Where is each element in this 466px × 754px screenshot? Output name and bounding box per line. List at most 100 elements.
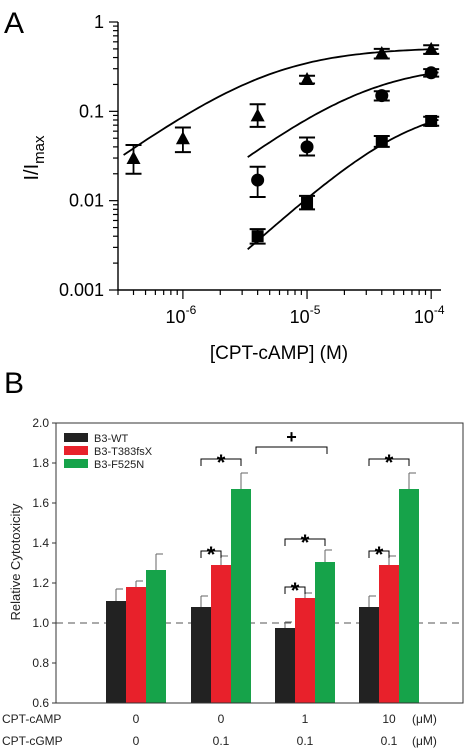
bar-B3-T383fsX bbox=[295, 598, 315, 703]
y-tick-label: 0.01 bbox=[69, 191, 104, 211]
panel-b-y-axis-label: Relative Cytotoxicity bbox=[8, 503, 23, 621]
panel-b-frame bbox=[55, 422, 464, 704]
y-tick-label: 1.6 bbox=[32, 496, 49, 510]
bar-B3-WT bbox=[106, 601, 126, 703]
bar-B3-T383fsX bbox=[211, 565, 231, 703]
condition-row-label: CPT-cGMP bbox=[2, 734, 63, 748]
significance-asterisk: * bbox=[301, 530, 310, 555]
y-tick-label: 1 bbox=[94, 12, 104, 32]
significance-asterisk: * bbox=[291, 578, 300, 603]
panel-a-y-label-main: I/I bbox=[21, 164, 43, 181]
x-tick-label: 10-5 bbox=[290, 303, 321, 327]
panel-a-axes bbox=[117, 22, 441, 291]
x-tick-base: 10 bbox=[166, 307, 186, 327]
y-tick-label: 1.2 bbox=[32, 576, 49, 590]
panel-a-x-ticks: 10-6 10-5 10-4 bbox=[117, 290, 445, 327]
bar-B3-WT bbox=[191, 607, 211, 703]
legend-label: B3-WT bbox=[94, 433, 129, 445]
x-tick-exponent: -5 bbox=[310, 303, 321, 317]
y-tick-label: 0.001 bbox=[59, 280, 104, 300]
panel-a-label: A bbox=[4, 7, 24, 40]
significance-asterisk: * bbox=[385, 450, 394, 475]
panel-a-y-label-sub: max bbox=[31, 135, 48, 164]
fit-curve-circle bbox=[247, 71, 439, 158]
significance-bracket bbox=[200, 550, 222, 558]
x-tick-base: 10 bbox=[414, 307, 434, 327]
significance-bracket bbox=[284, 586, 306, 594]
condition-value: 0.1 bbox=[381, 734, 398, 748]
significance-asterisk: * bbox=[375, 542, 384, 567]
significance-asterisk: * bbox=[207, 542, 216, 567]
triangle-point bbox=[374, 45, 389, 59]
panel-b: B 0.60.81.01.21.41.61.82.0 ** ****+ B3-WT… bbox=[2, 367, 464, 748]
legend-label: B3-F525N bbox=[94, 459, 144, 471]
panel-a-fit-curves bbox=[123, 48, 439, 250]
panel-a-data-points bbox=[126, 41, 439, 243]
cross-comparison-symbol: + bbox=[286, 427, 297, 447]
legend-label: B3-T383fsX bbox=[94, 446, 153, 458]
x-tick-label: 10-6 bbox=[166, 303, 197, 327]
x-tick-label: 10-4 bbox=[414, 303, 445, 327]
bar-B3-F525N bbox=[399, 489, 419, 703]
bar-B3-F525N bbox=[146, 570, 166, 703]
panel-a-y-axis-label: I/Imax bbox=[21, 135, 48, 181]
condition-unit: (μM) bbox=[412, 734, 437, 748]
square-point bbox=[251, 230, 264, 243]
fit-curve-square bbox=[247, 118, 439, 250]
triangle-point bbox=[250, 108, 265, 122]
bar-B3-T383fsX bbox=[126, 587, 146, 703]
x-tick-exponent: -4 bbox=[434, 303, 445, 317]
x-tick-base: 10 bbox=[290, 307, 310, 327]
circle-point bbox=[424, 66, 438, 80]
condition-value: 0 bbox=[133, 712, 140, 726]
significance-bracket bbox=[368, 550, 390, 558]
square-point bbox=[375, 135, 388, 148]
x-tick-exponent: -6 bbox=[186, 303, 197, 317]
y-tick-label: 1.4 bbox=[32, 536, 49, 550]
triangle-point bbox=[424, 41, 439, 55]
condition-row-label: CPT-cAMP bbox=[2, 712, 61, 726]
bar-B3-T383fsX bbox=[379, 565, 399, 703]
significance-bracket bbox=[284, 538, 326, 546]
y-tick-label: 0.1 bbox=[79, 101, 104, 121]
bar-B3-F525N bbox=[315, 562, 335, 703]
triangle-point bbox=[175, 131, 190, 145]
legend-swatch bbox=[64, 459, 88, 468]
fit-curve-triangle bbox=[123, 48, 439, 156]
panel-b-label: B bbox=[4, 367, 24, 400]
circle-point bbox=[251, 173, 265, 187]
y-tick-label: 1.0 bbox=[32, 616, 49, 630]
bar-B3-WT bbox=[275, 628, 295, 703]
triangle-point bbox=[126, 151, 141, 165]
bar-B3-F525N bbox=[231, 489, 251, 703]
significance-bracket bbox=[200, 458, 242, 466]
panel-b-bars bbox=[106, 472, 419, 703]
significance-brackets: ** ****+ bbox=[200, 427, 410, 603]
legend-swatch bbox=[64, 446, 88, 455]
circle-point bbox=[375, 89, 389, 103]
y-tick-label: 0.8 bbox=[32, 656, 49, 670]
circle-point bbox=[300, 140, 314, 154]
square-point bbox=[301, 196, 314, 209]
condition-value: 10 bbox=[382, 712, 396, 726]
condition-table: CPT-cAMP 0 0 1 10 (μM) CPT-cGMP 0 0.1 0.1 0.1 (μM) bbox=[2, 712, 437, 748]
panel-b-y-ticks: 0.6 0.8 1.0 1.2 1.4 1.6 1.8 2.0 bbox=[32, 416, 56, 710]
condition-value: 0.1 bbox=[213, 734, 230, 748]
panel-a-error-bars bbox=[125, 44, 440, 245]
panel-a-x-axis-label: [CPT-cAMP] (M) bbox=[210, 343, 348, 364]
panel-a-y-ticks: 0.001 0.01 0.1 1 bbox=[59, 12, 118, 300]
significance-bracket bbox=[368, 458, 410, 466]
triangle-point bbox=[300, 72, 315, 86]
bar-B3-WT bbox=[359, 607, 379, 703]
y-tick-label: 1.8 bbox=[32, 456, 49, 470]
condition-value: 1 bbox=[302, 712, 309, 726]
condition-value: 0 bbox=[218, 712, 225, 726]
y-tick-label: 0.6 bbox=[32, 696, 49, 710]
cross-comparison-bracket bbox=[255, 446, 328, 454]
condition-value: 0 bbox=[133, 734, 140, 748]
significance-asterisk: * bbox=[217, 450, 226, 475]
condition-value: 0.1 bbox=[297, 734, 314, 748]
